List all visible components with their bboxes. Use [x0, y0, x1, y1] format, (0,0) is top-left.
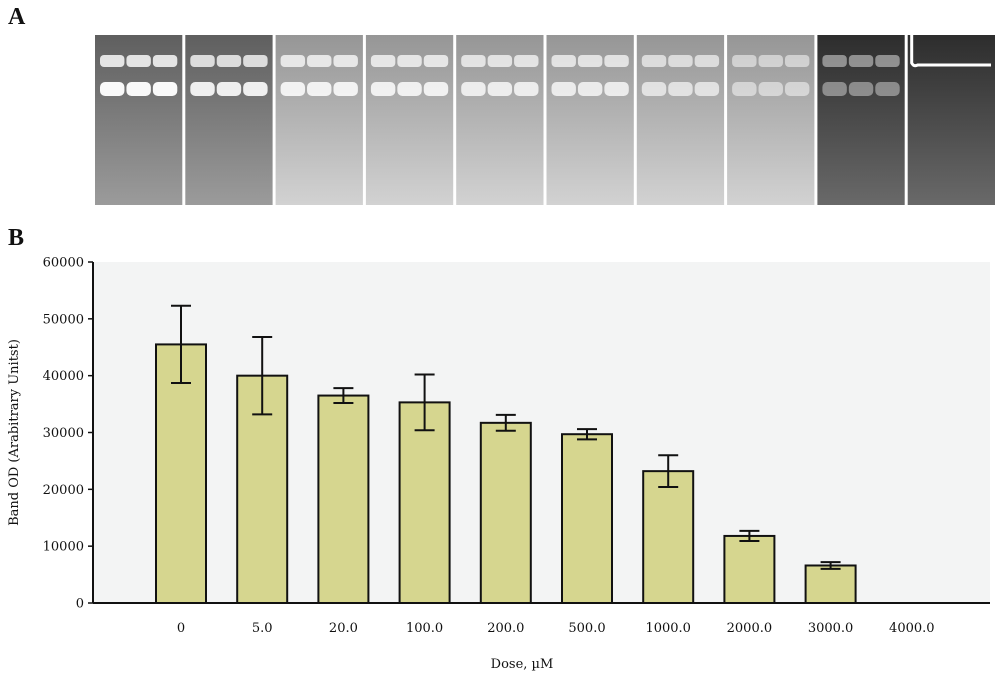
gel-band-main	[333, 82, 358, 96]
gel-band-upper	[732, 55, 757, 67]
gel-band-main	[784, 82, 810, 96]
gel-band-main	[307, 82, 332, 96]
bar-chart: 0 10000 20000 30000 40000 50000 60000 0 5.0 20.0…	[7, 256, 990, 672]
x-tick-label: 200.0	[487, 621, 524, 636]
x-tick-label: 5.0	[252, 621, 273, 636]
gel-band-main	[216, 82, 242, 96]
gel-image-strip	[95, 35, 995, 205]
gel-band-upper	[423, 55, 449, 67]
bar	[479, 421, 532, 604]
gel-band-upper	[333, 55, 358, 67]
gel-band-main	[152, 82, 178, 96]
gel-band-upper	[307, 55, 332, 67]
bar	[398, 401, 451, 604]
bar	[804, 564, 857, 604]
panel-a-label: A	[8, 4, 26, 30]
y-axis-ticks: 0 10000 20000 30000 40000 50000 60000	[43, 256, 93, 612]
gel-band-upper	[822, 55, 847, 67]
gel-band-main	[243, 82, 268, 96]
x-tick-label: 0	[177, 621, 185, 636]
gel-band-main	[694, 82, 720, 96]
bar	[723, 534, 776, 605]
y-tick-label: 50000	[43, 312, 84, 327]
gel-band-main	[126, 82, 151, 96]
gel-band-main	[551, 82, 576, 96]
gel-band-upper	[694, 55, 720, 67]
gel-band-main	[397, 82, 422, 96]
y-tick-label: 10000	[43, 540, 84, 555]
gel-band-main	[732, 82, 757, 96]
gel-band-upper	[280, 55, 306, 67]
gel-well-outline	[910, 35, 991, 68]
gel-band-upper	[875, 55, 900, 67]
gel-band-upper	[784, 55, 810, 67]
plot-background	[93, 262, 990, 603]
x-tick-label: 500.0	[568, 621, 605, 636]
gel-band-upper	[668, 55, 693, 67]
gel-band-upper	[461, 55, 486, 67]
y-tick-label: 0	[76, 597, 84, 612]
gel-lane	[907, 35, 995, 205]
y-axis-title: Band OD (Arabitrary Unitst)	[7, 339, 22, 526]
gel-band-main	[370, 82, 396, 96]
x-axis-title: Dose, µM	[491, 657, 554, 672]
gel-band-upper	[514, 55, 539, 67]
x-tick-label: 20.0	[329, 621, 358, 636]
bar	[642, 470, 695, 604]
y-tick-label: 40000	[43, 369, 84, 384]
gel-band-main	[875, 82, 900, 96]
gel-band-main	[641, 82, 667, 96]
panel-b-label: B	[8, 225, 25, 251]
gel-band-upper	[604, 55, 629, 67]
gel-band-main	[514, 82, 539, 96]
gel-band-upper	[100, 55, 125, 67]
gel-band-main	[487, 82, 513, 96]
gel-band-upper	[243, 55, 268, 67]
gel-band-upper	[848, 55, 874, 67]
gel-band-main	[190, 82, 215, 96]
gel-band-upper	[487, 55, 513, 67]
gel-band-main	[280, 82, 306, 96]
gel-band-main	[822, 82, 847, 96]
y-tick-label: 60000	[43, 256, 84, 271]
gel-band-main	[848, 82, 874, 96]
gel-band-main	[461, 82, 486, 96]
gel-lane	[817, 35, 905, 205]
x-tick-label: 100.0	[406, 621, 443, 636]
x-tick-label: 3000.0	[808, 621, 854, 636]
y-tick-label: 30000	[43, 426, 84, 441]
gel-band-upper	[397, 55, 422, 67]
gel-band-upper	[152, 55, 178, 67]
gel-band-main	[577, 82, 603, 96]
x-tick-label: 4000.0	[889, 621, 935, 636]
gel-band-main	[100, 82, 125, 96]
gel-band-main	[604, 82, 629, 96]
gel-band-upper	[370, 55, 396, 67]
error-bars-group	[171, 304, 841, 570]
gel-band-upper	[641, 55, 667, 67]
gel-band-main	[423, 82, 449, 96]
gel-band-upper	[551, 55, 576, 67]
gel-band-upper	[190, 55, 215, 67]
gel-band-main	[668, 82, 693, 96]
x-tick-label: 1000.0	[645, 621, 691, 636]
gel-band-main	[758, 82, 783, 96]
x-axis-ticks: 0 5.0 20.0 100.0 200.0 500.0 1000.0 2000.0 3000.…	[177, 621, 935, 636]
x-tick-label: 2000.0	[727, 621, 773, 636]
y-tick-label: 20000	[43, 483, 84, 498]
gel-band-upper	[758, 55, 783, 67]
gel-band-upper	[126, 55, 151, 67]
gel-band-upper	[577, 55, 603, 67]
bar	[561, 433, 613, 604]
gel-band-upper	[216, 55, 242, 67]
bar	[317, 394, 370, 604]
